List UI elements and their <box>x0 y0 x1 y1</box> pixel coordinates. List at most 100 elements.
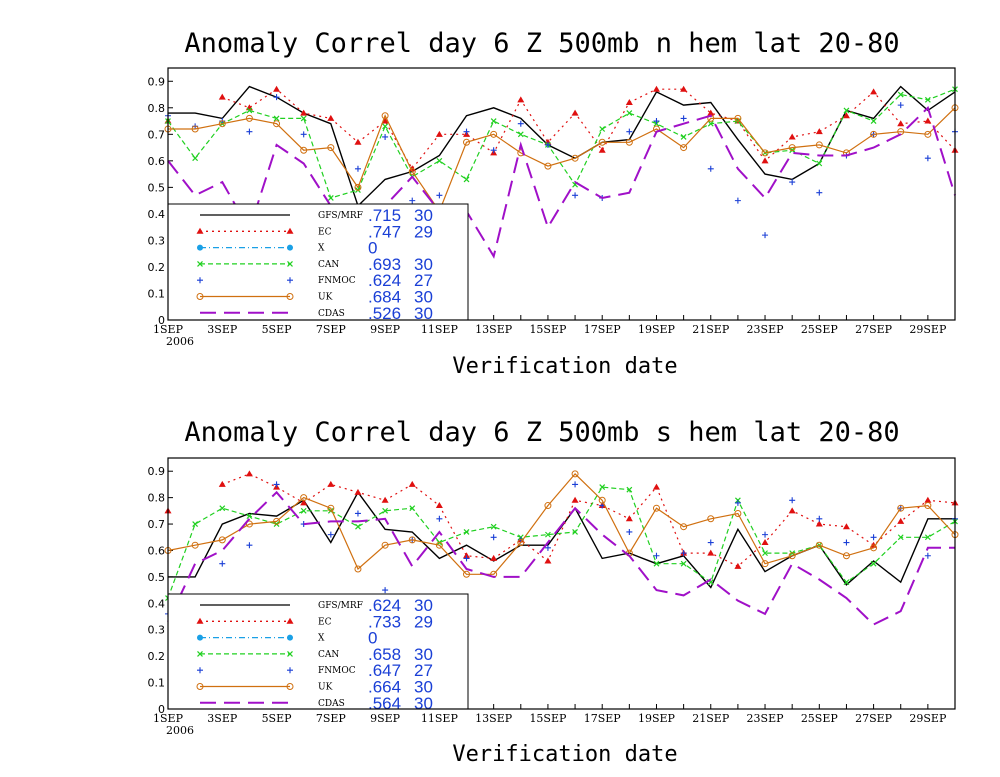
shem-legend-entry: FNMOC .647 27 <box>197 661 433 680</box>
shem-legend-count: 30 <box>414 678 433 697</box>
nhem-legend-name: X <box>318 244 325 254</box>
shem-series-fnmoc-point <box>219 560 226 567</box>
nhem-series-uk-point <box>544 162 552 170</box>
shem-series-uk-point <box>273 517 281 525</box>
nhem-legend-marker <box>197 244 203 251</box>
nhem-series-uk-point <box>300 146 308 154</box>
nhem-series-ec-point <box>300 109 308 116</box>
nhem-series-uk-point <box>625 138 633 146</box>
nhem-series-ec-point <box>897 120 905 127</box>
shem-series-uk-point <box>924 502 932 510</box>
nhem-series-uk <box>164 104 959 215</box>
shem-legend-entry: GFS/MRF .624 30 <box>200 596 433 615</box>
shem-legend-value: .733 <box>368 612 401 631</box>
shem-x-tick-label: 17SEP <box>584 712 622 725</box>
shem-series-uk-point <box>652 504 660 512</box>
nhem-series-ec-point <box>924 117 932 124</box>
nhem-legend-name: FNMOC <box>318 276 356 286</box>
shem-legend-count: 27 <box>414 661 433 680</box>
shem-series-can-point <box>382 507 389 514</box>
nhem-series-fnmoc-point <box>463 128 470 135</box>
shem-series-can-point <box>599 484 606 490</box>
shem-legend-box <box>167 593 469 710</box>
shem-series-uk-point <box>300 494 308 502</box>
shem-y-tick-label: 0.4 <box>148 597 166 610</box>
nhem-series-uk-point <box>245 114 253 122</box>
shem-series-can-point <box>897 534 904 541</box>
nhem-legend-count: 30 <box>414 206 433 225</box>
nhem-series-fnmoc-point <box>626 128 633 135</box>
nhem-series-gfs-mrf <box>168 85 956 208</box>
shem-series-uk-point <box>191 541 199 549</box>
nhem-series-fnmoc-point <box>572 192 579 199</box>
shem-x-tick-label: 29SEP <box>909 712 947 725</box>
nhem-series-ec-point <box>273 85 281 92</box>
nhem-series-fnmoc-point <box>436 192 443 199</box>
nhem-legend-entry: CAN .693 30 <box>197 255 433 274</box>
nhem-series-ec-point <box>870 88 878 95</box>
nhem-chart-title: Anomaly Correl day 6 Z 500mb n hem lat 2… <box>184 28 899 59</box>
nhem-series-can-point <box>192 155 199 162</box>
shem-series-ec-point <box>435 502 443 509</box>
shem-series-uk-point <box>897 504 905 512</box>
shem-x-tick-label: 19SEP <box>638 712 676 725</box>
nhem-series-gfs-mrf-line <box>168 85 956 208</box>
shem-legend-marker <box>196 683 204 690</box>
nhem-series-ec <box>164 85 959 172</box>
nhem-series-fnmoc-point <box>300 131 307 138</box>
nhem-legend-count: 30 <box>414 288 433 307</box>
nhem-series-can-line <box>167 88 956 199</box>
nhem-legend-entry: GFS/MRF .715 30 <box>200 206 433 225</box>
shem-y-tick-label: 0 <box>158 703 165 716</box>
nhem-plot-frame <box>167 67 956 321</box>
shem-legend-count: 30 <box>414 645 433 664</box>
shem-series-uk-point <box>788 552 796 560</box>
shem-series-can-line <box>167 486 956 599</box>
shem-series-uk-point <box>842 552 850 560</box>
nhem-series-can-point <box>626 110 633 117</box>
nhem-series-fnmoc-point <box>734 197 741 204</box>
nhem-series-uk-point <box>788 144 796 152</box>
shem-legend-marker <box>197 650 203 657</box>
shem-x-axis-label: Verification date <box>452 742 677 767</box>
shem-series-fnmoc-point <box>680 550 687 557</box>
shem-x-tick-label: 9SEP <box>370 712 401 725</box>
shem-series-ec <box>164 470 959 569</box>
nhem-series-fnmoc-point <box>897 102 904 109</box>
nhem-x-tick-label: 13SEP <box>475 323 513 336</box>
shem-legend-value: .664 <box>368 678 401 697</box>
shem-series-ec-point <box>354 488 362 495</box>
nhem-series-ec-point <box>625 98 633 105</box>
shem-x-tick-label: 13SEP <box>475 712 513 725</box>
nhem-series-ec-line <box>222 88 956 170</box>
shem-x-tick-label: 7SEP <box>316 712 347 725</box>
shem-legend-entry: CDAS .564 30 <box>200 694 433 713</box>
nhem-series-can-point <box>517 131 524 138</box>
shem-series-ec-point <box>788 507 796 514</box>
shem-series-fnmoc-point <box>544 544 551 551</box>
shem-y-tick-label: 0.8 <box>148 492 166 505</box>
nhem-series-fnmoc-point <box>653 118 660 125</box>
nhem-series-fnmoc-point <box>517 120 524 127</box>
nhem-series-can-point <box>490 118 497 124</box>
nhem-series-can-point <box>680 134 687 140</box>
nhem-series-ec-point <box>761 157 769 164</box>
shem-y-tick-label: 0.6 <box>148 544 166 557</box>
shem-series-can-point <box>490 523 497 530</box>
nhem-series-ec-point <box>598 146 606 153</box>
nhem-legend-count: 30 <box>414 304 433 323</box>
nhem-x-tick-label: 29SEP <box>909 323 947 336</box>
nhem-legend-name: EC <box>318 227 332 237</box>
shem-legend-marker <box>287 634 293 641</box>
shem-legend-count: 30 <box>414 694 433 713</box>
nhem-series-cdas-line <box>167 105 956 303</box>
nhem-series-ec-point <box>842 112 850 119</box>
shem-series-can-point <box>246 513 253 520</box>
shem-series-fnmoc <box>165 481 958 617</box>
nhem-series-ec-point <box>815 128 823 135</box>
shem-y-tick-label: 0.7 <box>148 518 166 531</box>
shem-legend-name: CDAS <box>318 699 345 709</box>
shem-series-fnmoc-point <box>572 481 579 488</box>
nhem-y-tick-label: 0.5 <box>148 181 166 194</box>
nhem-series-uk-line <box>168 107 956 213</box>
